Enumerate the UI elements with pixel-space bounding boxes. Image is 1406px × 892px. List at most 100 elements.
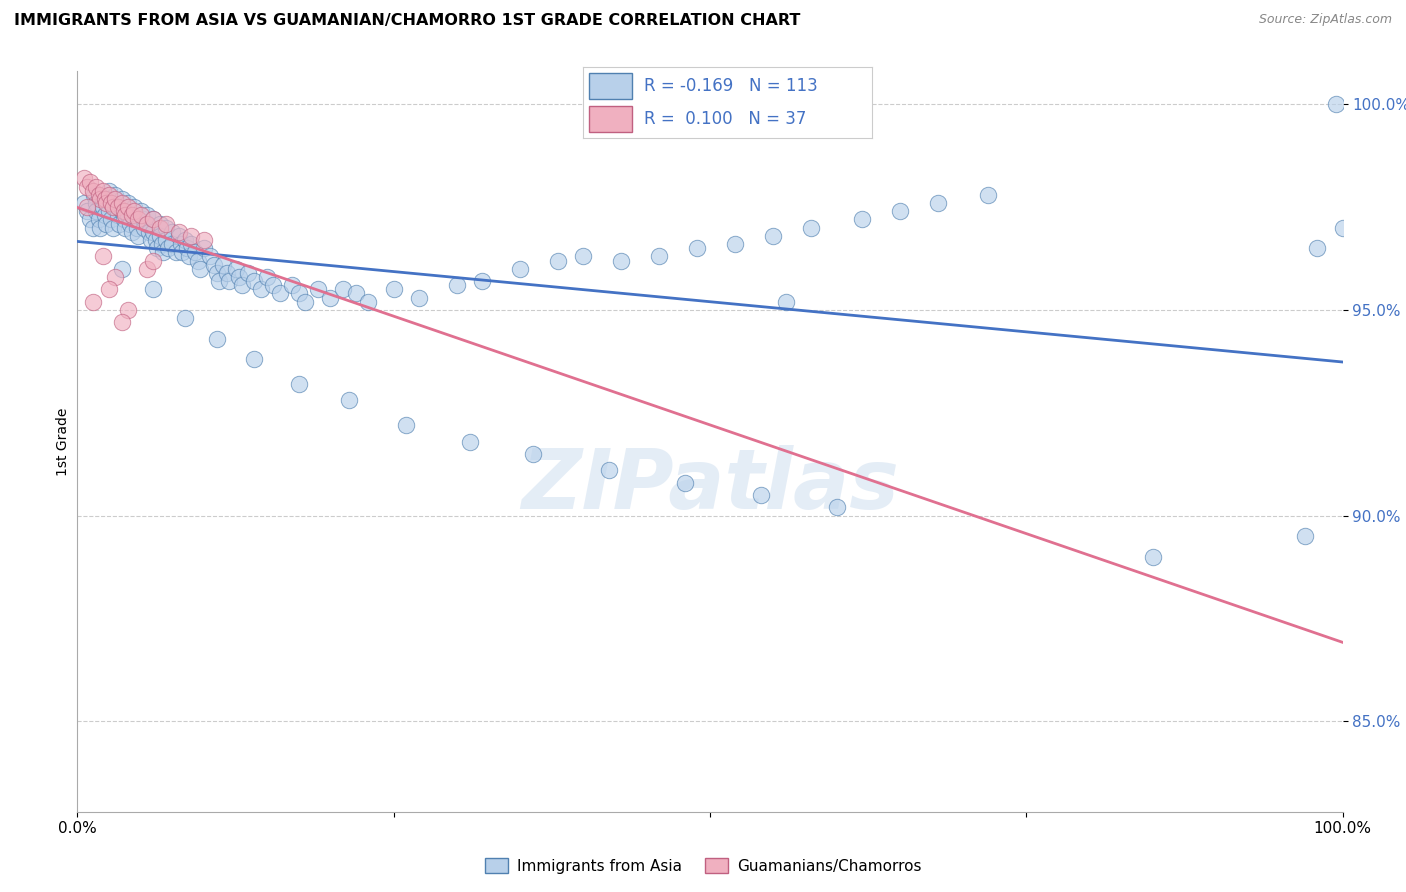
Text: R =  0.100   N = 37: R = 0.100 N = 37 [644,110,807,128]
Legend: Immigrants from Asia, Guamanians/Chamorros: Immigrants from Asia, Guamanians/Chamorr… [478,852,928,880]
Point [145,233,167,247]
Point [86,204,108,219]
Point [121,208,143,222]
Point [117,200,139,214]
Point [76,200,98,214]
Point [89,220,111,235]
Point [243,274,266,288]
Point [184,245,207,260]
Point [124,204,146,219]
Point [648,249,671,263]
Point [104,270,127,285]
Point [134,220,156,235]
Point [215,266,238,280]
Point [202,258,225,272]
Point [977,187,1000,202]
Point [193,233,215,247]
Point [98,192,120,206]
Point [111,196,132,211]
Point [176,241,198,255]
Point [96,217,118,231]
Point [157,241,180,255]
Point [136,208,159,222]
Point [889,204,911,219]
Point [146,241,169,255]
Point [522,447,544,461]
Point [686,241,709,255]
Point [104,187,127,202]
Point [1331,220,1354,235]
Point [610,253,633,268]
Point [111,192,132,206]
Point [142,282,165,296]
Point [294,294,316,309]
Point [112,212,135,227]
Point [91,249,114,263]
Point [139,233,162,247]
Point [114,208,136,222]
Point [762,228,785,243]
Point [825,500,848,515]
Point [382,282,405,296]
Point [114,220,136,235]
Point [76,204,98,219]
Point [82,294,104,309]
Point [121,225,143,239]
Point [344,286,367,301]
Text: R = -0.169   N = 113: R = -0.169 N = 113 [644,78,818,95]
Point [509,261,531,276]
Point [172,245,194,260]
Point [112,204,135,219]
Point [136,217,159,231]
Point [111,315,132,329]
Point [76,179,98,194]
Point [132,212,155,227]
Point [107,200,129,214]
Text: IMMIGRANTS FROM ASIA VS GUAMANIAN/CHAMORRO 1ST GRADE CORRELATION CHART: IMMIGRANTS FROM ASIA VS GUAMANIAN/CHAMOR… [14,13,800,29]
Point [127,212,149,227]
Point [205,332,228,346]
Point [83,187,105,202]
Point [800,220,823,235]
Point [1142,549,1164,564]
Point [73,171,96,186]
Point [319,291,342,305]
Point [446,278,468,293]
Point [155,217,177,231]
Point [1294,529,1316,543]
Point [117,196,139,211]
Point [287,376,309,391]
Point [851,212,873,227]
Point [136,261,159,276]
Point [256,270,278,285]
Point [142,253,165,268]
Point [142,212,165,227]
Point [138,225,160,239]
Point [218,274,240,288]
Point [250,282,273,296]
Point [100,212,122,227]
Point [91,200,114,214]
Point [87,212,110,227]
Point [262,278,284,293]
Point [186,253,209,268]
Point [117,302,139,317]
Point [150,237,173,252]
Point [211,258,233,272]
Point [471,274,494,288]
Point [167,225,190,239]
Point [174,233,197,247]
Point [208,274,231,288]
Point [136,217,159,231]
Point [98,187,120,202]
Point [111,261,132,276]
Point [1306,241,1329,255]
Point [155,233,177,247]
Point [94,208,117,222]
Point [94,192,117,206]
Point [120,217,142,231]
Point [79,212,101,227]
Point [98,282,120,296]
Point [572,249,595,263]
Point [142,212,165,227]
